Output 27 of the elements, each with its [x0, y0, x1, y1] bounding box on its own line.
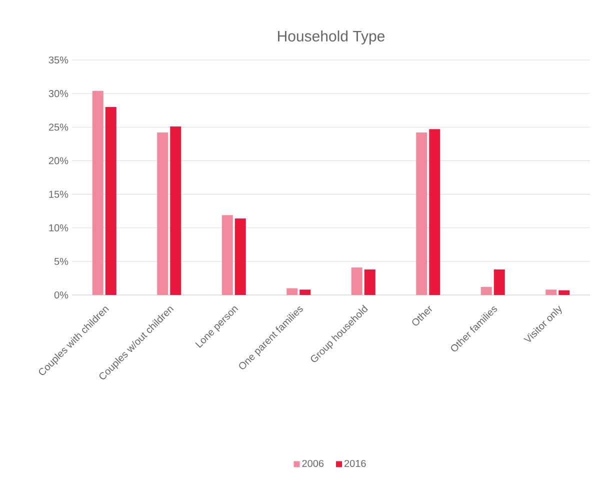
y-tick-label: 30% [48, 90, 68, 98]
bar [222, 215, 233, 295]
bar [494, 269, 505, 295]
bar [92, 90, 104, 295]
bar [364, 269, 376, 295]
y-tick-label: 5% [54, 258, 68, 265]
bar [157, 132, 168, 295]
bar [558, 290, 570, 295]
bar [300, 290, 311, 295]
y-tick-label: 20% [48, 157, 68, 164]
bar [286, 288, 298, 295]
y-tick-label: 10% [49, 224, 68, 232]
y-tick-label: 35% [48, 56, 68, 64]
bar [234, 218, 246, 295]
y-tick-label: 15% [49, 190, 68, 198]
y-tick-label: 0% [54, 291, 68, 299]
legend-label: 2006 [302, 460, 324, 468]
bar [416, 132, 428, 295]
bar [105, 106, 116, 295]
chart-title: Household Type [278, 30, 385, 44]
bar [351, 267, 362, 295]
legend-label: 2016 [344, 460, 366, 468]
y-tick-label: 25% [48, 124, 68, 131]
bar [546, 290, 557, 295]
bar [170, 126, 182, 295]
bar [480, 286, 492, 295]
bar [429, 129, 440, 295]
